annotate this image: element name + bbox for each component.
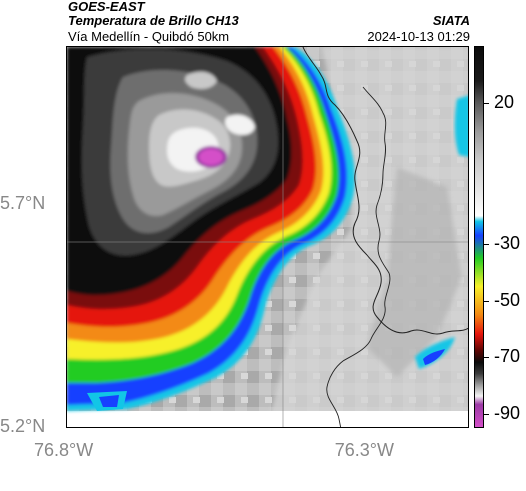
colorbar-tick-label: -30 [494,233,521,254]
colorbar-tick-label: 20 [494,91,515,112]
colorbar-tick-label: -50 [494,289,521,310]
blue-patch-southeast [423,349,445,365]
colorbar [474,46,484,428]
bottom-white-strip [67,411,468,427]
datetime-label: 2024-10-13 01:29 [367,29,470,44]
brightness-temperature-field [67,47,468,427]
colorbar-tick-mark [484,357,489,359]
region-label: Vía Medellín - Quibdó 50km [68,29,230,44]
colorbar-tick-mark [484,413,489,415]
cyan-patch-northeast [454,95,468,157]
map-subtitle: Temperatura de Brillo CH13 [68,13,239,28]
bottom-left-streak-blue [99,395,119,407]
satellite-map [66,46,469,428]
colorbar-tick-mark [484,102,489,104]
light-spot-upper-left [184,71,217,89]
colorbar-tick-mark [484,244,489,246]
org-label: SIATA [432,13,470,28]
y-tick-label: 5.7°N [0,193,46,214]
colorbar-tick-label: -70 [494,346,521,367]
colorbar-tick-label: -90 [494,402,521,423]
cloud-shield [67,47,355,411]
x-tick-label: 76.3°W [334,440,394,460]
light-spot-upper [225,114,255,135]
map-title: GOES-EAST [68,0,145,14]
land-texture-dark [367,167,462,377]
y-tick-label: 5.2°N [0,416,46,436]
colorbar-tick-mark [484,300,489,302]
department-border [326,86,391,427]
magenta-core [199,149,223,165]
coastline [302,47,468,335]
x-tick-label: 76.8°W [34,440,94,460]
